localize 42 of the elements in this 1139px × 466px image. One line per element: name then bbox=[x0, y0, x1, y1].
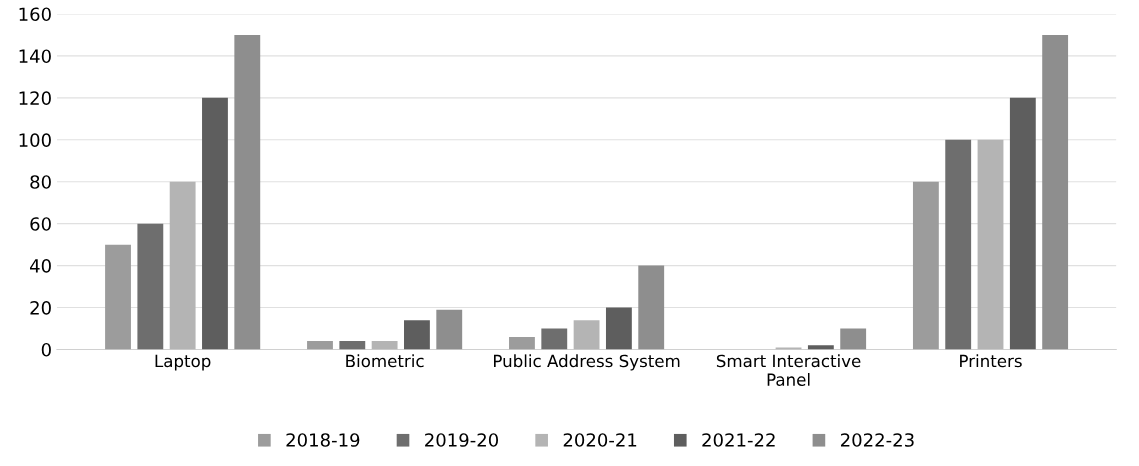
legend-label: 2022-23 bbox=[841, 433, 914, 447]
y-tick-label: 40 bbox=[30, 259, 51, 273]
bar bbox=[1042, 34, 1069, 350]
bar bbox=[945, 139, 972, 350]
bar bbox=[202, 97, 228, 350]
bar bbox=[234, 34, 261, 350]
bar bbox=[137, 223, 164, 350]
y-tick-label: 160 bbox=[19, 7, 51, 22]
bar bbox=[169, 181, 196, 350]
bar bbox=[840, 328, 867, 350]
bar bbox=[339, 341, 366, 350]
y-tick-label: 100 bbox=[19, 133, 51, 147]
x-tick-label: Smart Interactive Panel bbox=[716, 354, 861, 386]
bar bbox=[404, 320, 430, 350]
bar bbox=[509, 336, 535, 350]
bar bbox=[1009, 97, 1036, 350]
legend-label: 2018-19 bbox=[286, 433, 360, 447]
bar bbox=[912, 181, 939, 350]
legend-label: 2020-21 bbox=[563, 433, 637, 447]
bar bbox=[775, 347, 802, 350]
bar bbox=[638, 265, 665, 350]
x-tick-label: Printers bbox=[960, 354, 1022, 368]
y-tick-label: 0 bbox=[41, 342, 51, 357]
x-tick-label: Public Address System bbox=[494, 354, 680, 371]
y-tick-label: 20 bbox=[30, 301, 51, 315]
bar bbox=[541, 328, 568, 350]
bar bbox=[977, 139, 1004, 350]
bar bbox=[307, 341, 333, 350]
legend-label: 2021-22 bbox=[702, 433, 775, 447]
y-tick-label: 140 bbox=[19, 49, 51, 64]
bar bbox=[105, 244, 131, 350]
x-tick-label: Biometric bbox=[346, 354, 424, 368]
bar bbox=[371, 341, 398, 350]
bar bbox=[807, 345, 834, 350]
legend-label: 2019-20 bbox=[425, 433, 499, 447]
bar bbox=[436, 309, 463, 350]
x-tick-label: Laptop bbox=[155, 354, 211, 371]
y-tick-label: 120 bbox=[19, 91, 51, 105]
bar bbox=[605, 307, 632, 350]
bar bbox=[573, 320, 600, 350]
y-tick-label: 80 bbox=[30, 175, 51, 189]
y-tick-label: 60 bbox=[30, 217, 51, 231]
